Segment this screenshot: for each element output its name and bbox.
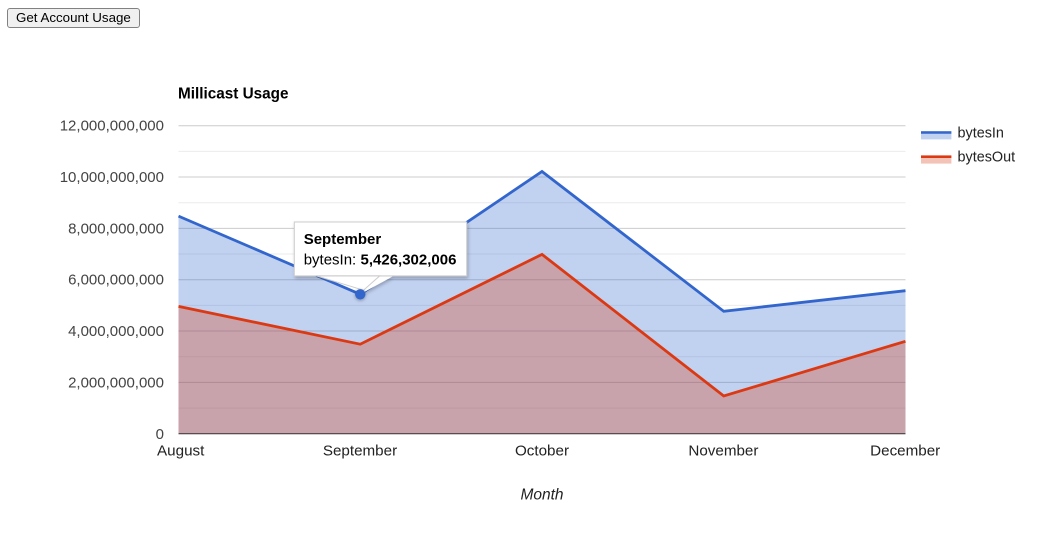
svg-text:0: 0 [156, 426, 164, 443]
svg-text:September: September [304, 231, 382, 248]
svg-text:5,426,302,006: 5,426,302,006 [361, 252, 457, 269]
svg-text:bytesIn:: bytesIn: [304, 252, 357, 269]
svg-text:6,000,000,000: 6,000,000,000 [68, 272, 164, 289]
svg-text:August: August [157, 442, 205, 459]
svg-text:4,000,000,000: 4,000,000,000 [68, 323, 164, 340]
svg-text:bytesIn: bytesIn [958, 125, 1004, 141]
svg-text:October: October [515, 442, 569, 459]
svg-text:8,000,000,000: 8,000,000,000 [68, 220, 164, 237]
svg-text:12,000,000,000: 12,000,000,000 [60, 118, 164, 135]
svg-text:bytesOut: bytesOut [958, 150, 1016, 166]
svg-text:Millicast Usage: Millicast Usage [178, 85, 289, 102]
svg-text:December: December [870, 442, 940, 459]
svg-text:2,000,000,000: 2,000,000,000 [68, 374, 164, 391]
svg-text:September: September [323, 442, 397, 459]
svg-text:Month: Month [520, 486, 563, 503]
svg-text:November: November [688, 442, 758, 459]
svg-text:10,000,000,000: 10,000,000,000 [60, 169, 164, 186]
